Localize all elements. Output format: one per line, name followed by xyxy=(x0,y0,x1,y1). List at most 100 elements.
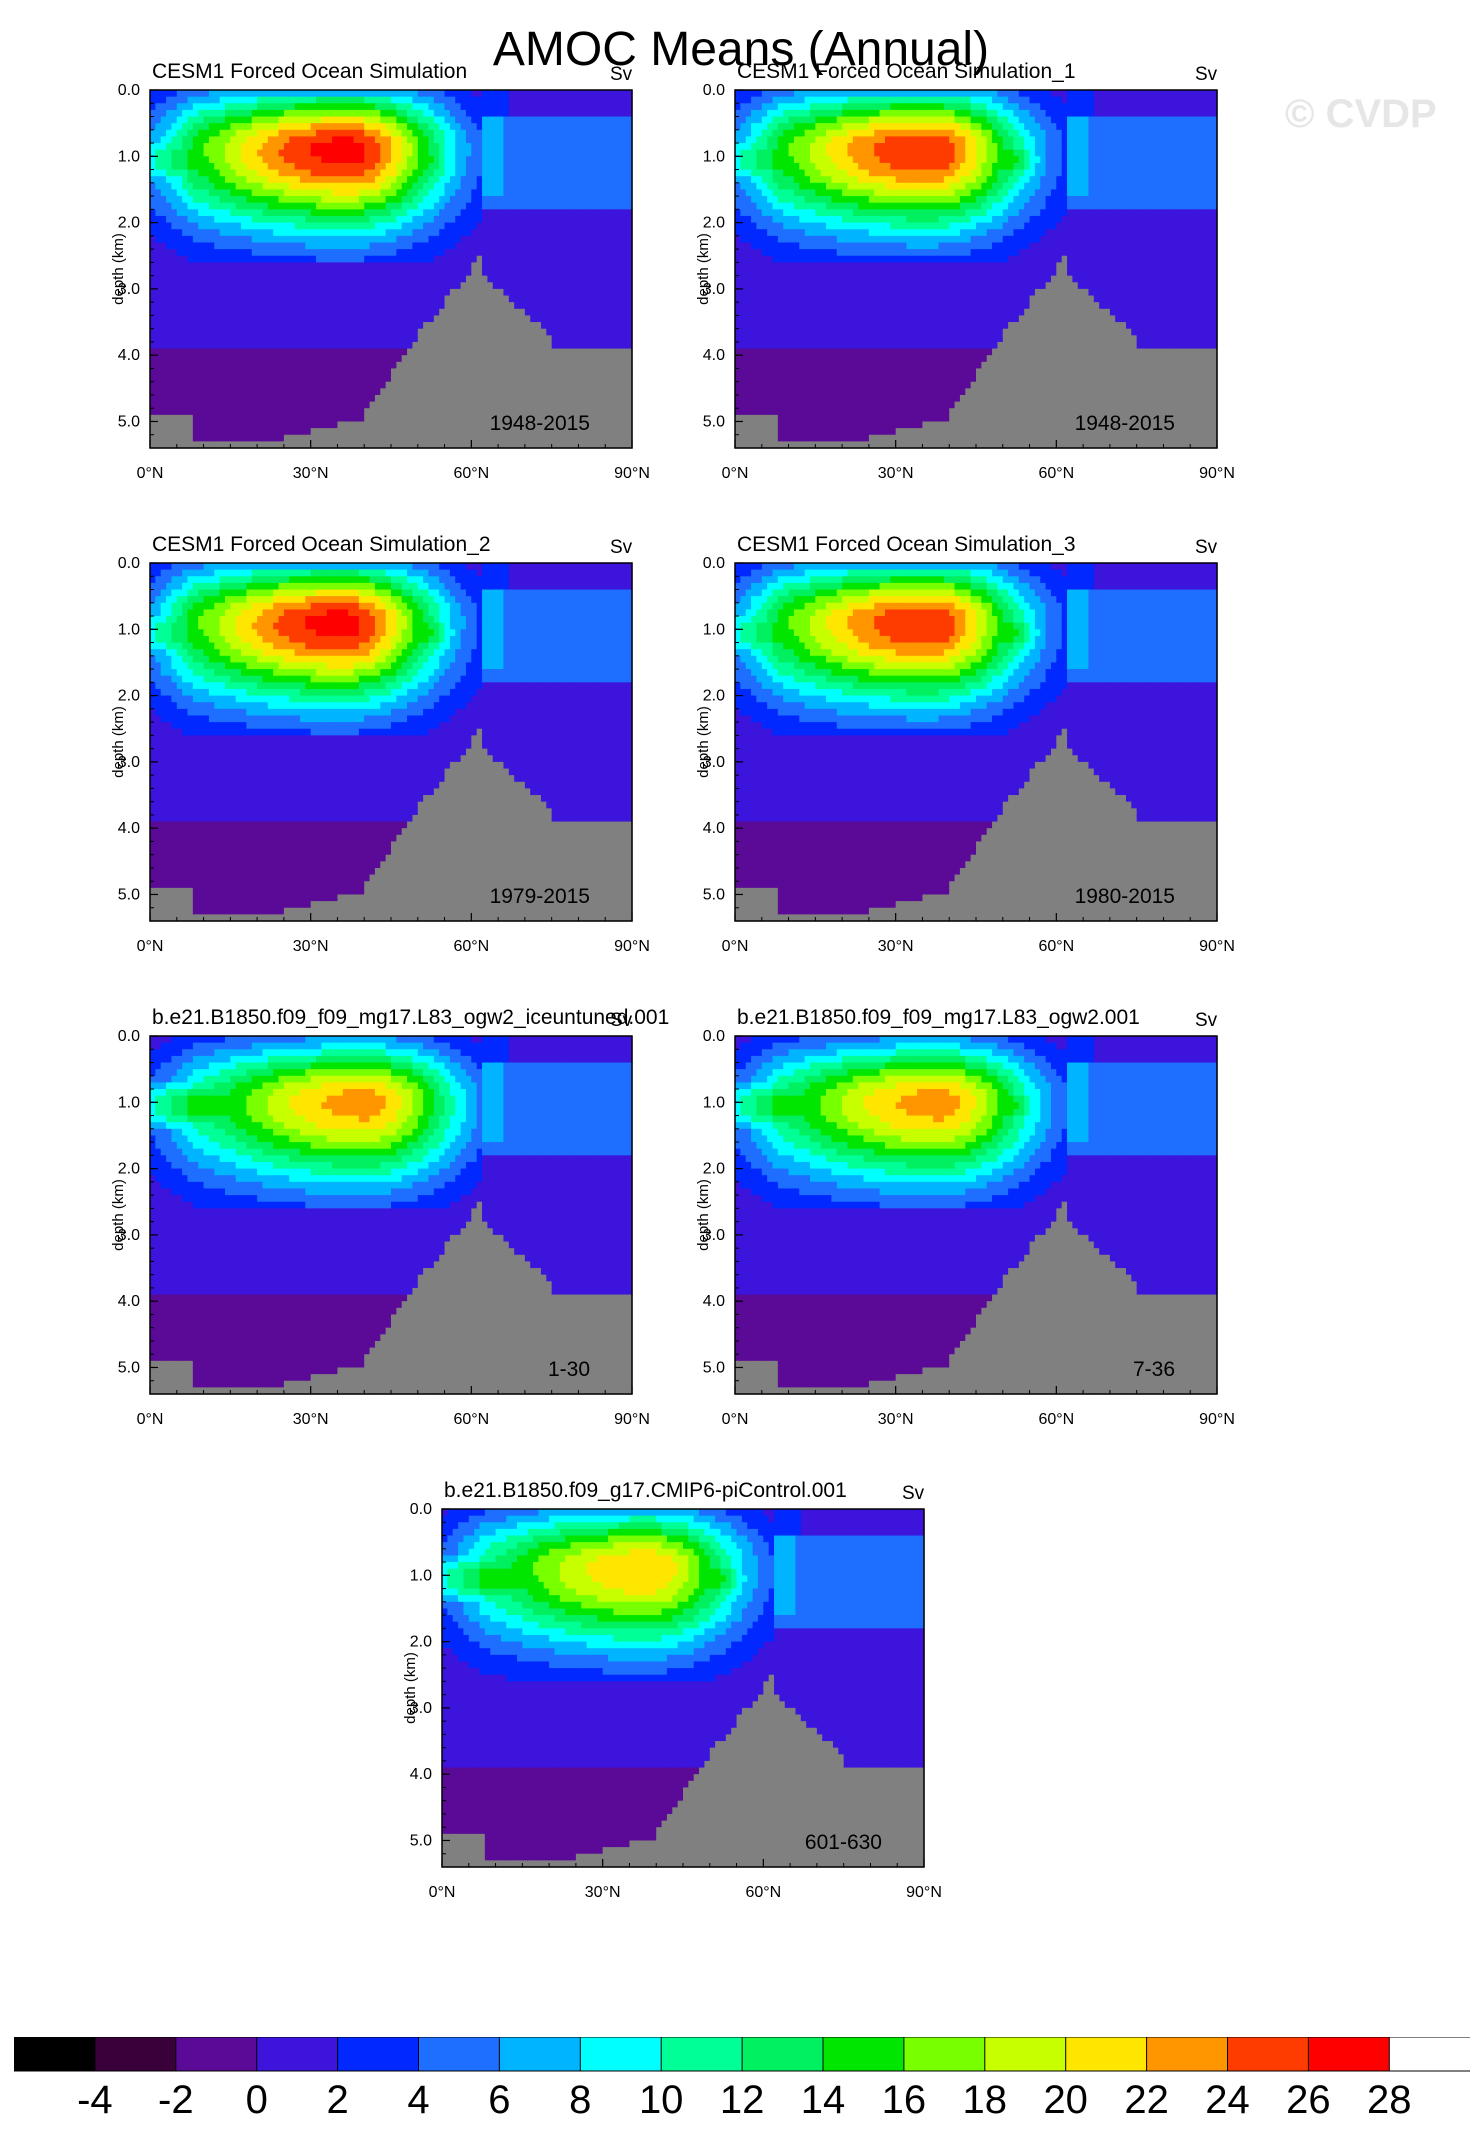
contour-cell xyxy=(321,255,328,263)
contour-cell xyxy=(166,136,173,144)
contour-cell xyxy=(423,269,430,277)
contour-cell xyxy=(358,269,365,277)
contour-cell xyxy=(503,103,510,111)
contour-cell xyxy=(735,355,741,363)
contour-cell xyxy=(583,315,590,323)
contour-cell xyxy=(471,143,478,151)
contour-cell xyxy=(514,235,521,244)
contour-cell xyxy=(460,123,467,131)
contour-cell xyxy=(471,255,478,263)
contour-cell xyxy=(251,441,258,449)
contour-cell xyxy=(594,149,601,157)
contour-cell xyxy=(332,434,339,442)
contour-cell xyxy=(465,235,472,244)
contour-cell xyxy=(492,202,499,210)
contour-cell xyxy=(326,269,333,277)
contour-cell xyxy=(433,143,440,151)
contour-cell xyxy=(621,434,628,442)
contour-cell xyxy=(380,229,387,237)
contour-cell xyxy=(187,123,194,131)
contour-cell xyxy=(567,103,574,111)
contour-cell xyxy=(460,394,467,403)
contour-cell xyxy=(230,269,237,277)
contour-cell xyxy=(187,222,194,230)
contour-cell xyxy=(487,421,494,429)
contour-cell xyxy=(487,434,494,442)
contour-cell xyxy=(540,242,547,250)
contour-cell xyxy=(273,282,280,290)
contour-cell xyxy=(503,328,510,336)
contour-cell xyxy=(348,302,355,310)
contour-cell xyxy=(235,361,242,370)
contour-cell xyxy=(235,215,242,224)
contour-cell xyxy=(289,295,296,303)
contour-cell xyxy=(150,401,156,409)
contour-cell xyxy=(198,428,205,436)
contour-cell xyxy=(198,176,205,184)
contour-cell xyxy=(605,355,612,363)
contour-cell xyxy=(230,215,237,224)
contour-cell xyxy=(187,103,194,111)
contour-cell xyxy=(465,341,472,350)
contour-cell xyxy=(508,182,515,191)
contour-cell xyxy=(583,202,590,210)
contour-cell xyxy=(171,176,178,184)
contour-cell xyxy=(251,123,258,131)
contour-cell xyxy=(433,421,440,429)
contour-cell xyxy=(150,361,156,370)
contour-cell xyxy=(310,129,317,138)
contour-cell xyxy=(273,222,280,230)
contour-cell xyxy=(735,348,741,356)
contour-cell xyxy=(358,361,365,370)
contour-cell xyxy=(283,249,290,257)
contour-cell xyxy=(224,215,231,224)
contour-cell xyxy=(187,381,194,389)
contour-cell xyxy=(176,249,183,257)
contour-cell xyxy=(401,109,408,118)
contour-cell xyxy=(283,123,290,131)
contour-cell xyxy=(299,222,306,230)
contour-cell xyxy=(230,262,237,270)
contour-cell xyxy=(203,428,210,436)
contour-cell xyxy=(182,421,189,429)
contour-cell xyxy=(294,421,301,429)
contour-cell xyxy=(508,189,515,197)
contour-cell xyxy=(465,215,472,224)
contour-cell xyxy=(187,335,194,343)
contour-cell xyxy=(369,156,376,164)
contour-cell xyxy=(621,441,628,449)
contour-cell xyxy=(294,269,301,277)
contour-cell xyxy=(407,129,414,138)
contour-cell xyxy=(348,315,355,323)
contour-cell xyxy=(208,262,215,270)
contour-cell xyxy=(208,109,215,118)
contour-cell xyxy=(471,441,478,449)
contour-cell xyxy=(305,242,312,250)
contour-cell xyxy=(230,368,237,376)
contour-cell xyxy=(433,428,440,436)
contour-cell xyxy=(589,348,596,356)
contour-cell xyxy=(535,162,542,171)
contour-cell xyxy=(257,421,264,429)
contour-cell xyxy=(251,375,258,383)
contour-cell xyxy=(599,361,606,370)
contour-cell xyxy=(557,196,563,204)
contour-plot: 0.01.02.03.04.05.00°N 30°N 60°N 90°N1948-20… xyxy=(703,82,1235,482)
contour-cell xyxy=(219,428,226,436)
contour-cell xyxy=(444,103,451,111)
contour-cell xyxy=(535,282,542,290)
contour-cell xyxy=(567,96,574,104)
contour-cell xyxy=(583,275,590,283)
contour-cell xyxy=(358,229,365,237)
contour-cell xyxy=(150,109,156,118)
contour-cell xyxy=(540,388,547,396)
contour-cell xyxy=(241,308,247,317)
contour-cell xyxy=(412,355,419,363)
contour-cell xyxy=(262,202,269,210)
contour-cell xyxy=(358,103,365,111)
contour-cell xyxy=(396,249,403,257)
contour-cell xyxy=(589,215,596,224)
contour-cell xyxy=(294,90,301,98)
contour-cell xyxy=(224,182,231,191)
contour-cell xyxy=(380,136,387,144)
